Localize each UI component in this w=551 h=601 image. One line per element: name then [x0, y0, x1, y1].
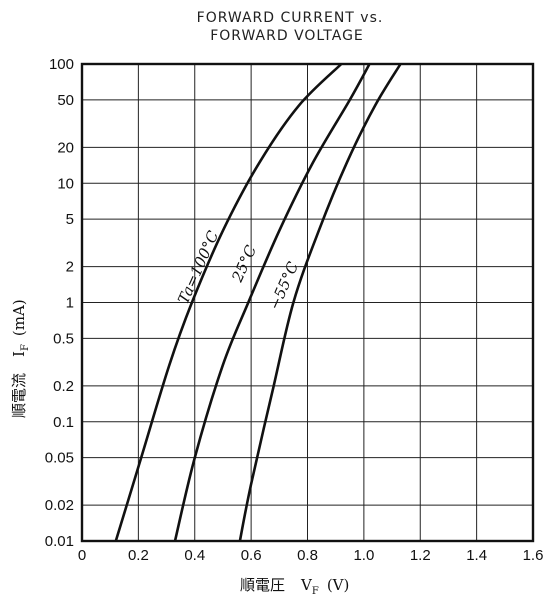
y-tick-label: 0.01: [45, 533, 74, 550]
x-tick-label: 0: [78, 547, 86, 564]
x-tick-label: 0.8: [297, 547, 318, 564]
y-tick-label: 0.02: [45, 497, 74, 514]
y-tick-label: 20: [57, 139, 74, 156]
x-tick-label: 0.6: [241, 547, 262, 564]
x-tick-label: 1.4: [466, 547, 487, 564]
y-tick-label: 0.1: [53, 414, 74, 431]
series-curve-minus55c: [238, 63, 402, 542]
chart-title-line2: FORWARD VOLTAGE: [210, 28, 364, 44]
y-tick-label: 0.2: [53, 378, 74, 395]
y-tick-label: 50: [57, 92, 74, 109]
x-tick-label: 0.2: [128, 547, 149, 564]
x-tick-label: 1.2: [410, 547, 431, 564]
x-tick-label: 1.0: [353, 547, 374, 564]
x-tick-label: 0.4: [184, 547, 205, 564]
series-curve-ta100: [114, 63, 343, 542]
y-tick-label: 10: [57, 175, 74, 192]
y-tick-label: 1: [66, 295, 74, 312]
series-label-ta100: Ta=100°C: [174, 228, 222, 307]
x-tick-label: 1.6: [523, 547, 544, 564]
series-curves: [114, 63, 402, 542]
y-tick-label: 0.5: [53, 330, 74, 347]
y-tick-label: 100: [49, 56, 74, 73]
chart-title-line1: FORWARD CURRENT vs.: [197, 10, 384, 26]
x-axis-label: 順電圧 VF (V): [240, 576, 349, 597]
y-tick-label: 0.05: [45, 450, 74, 467]
x-tick-labels: 0 0.2 0.4 0.6 0.8 1.0 1.2 1.4 1.6: [78, 547, 544, 564]
y-axis-label: 順電流IF(mA): [10, 299, 31, 418]
series-label-25c: 25°C: [228, 242, 261, 285]
series-curve-25c: [173, 63, 371, 542]
y-tick-label: 5: [66, 211, 74, 228]
y-tick-labels: 0.01 0.02 0.05 0.1 0.2 0.5 1 2 5 10 20 50 100: [45, 56, 74, 550]
plot-frame: [80, 62, 535, 543]
grid-lines: [81, 63, 534, 542]
y-tick-label: 2: [66, 259, 74, 276]
